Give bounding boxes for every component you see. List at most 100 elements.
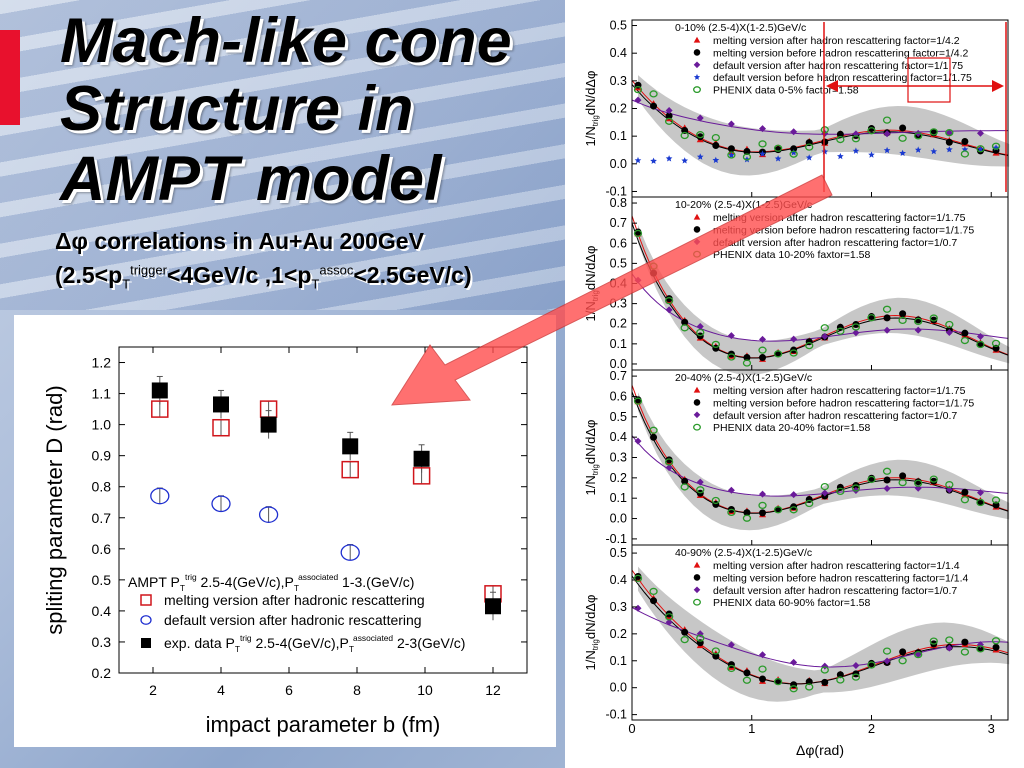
data-point xyxy=(867,313,875,321)
data-point xyxy=(836,487,845,496)
data-point xyxy=(727,664,736,673)
data-point xyxy=(945,644,953,652)
panel-header: 10-20% (2.5-4)X(1-2.5)GeV/c xyxy=(675,199,812,211)
data-point xyxy=(665,618,673,626)
data-point xyxy=(867,125,875,133)
data-point xyxy=(260,416,277,433)
data-point xyxy=(696,478,704,486)
legend-label: exp. data PTtrig 2.5-4(GeV/c),PTassociat… xyxy=(164,633,465,654)
data-point xyxy=(696,634,705,642)
fit-curve xyxy=(631,99,1008,135)
y-tick-label: 0.8 xyxy=(92,479,112,495)
data-point xyxy=(868,151,875,158)
data-point xyxy=(665,112,673,120)
fit-curve xyxy=(631,80,1009,156)
data-point xyxy=(650,433,658,441)
legend-label: PHENIX data 20-40% factor=1.58 xyxy=(713,422,870,434)
legend-label: default version after hadronic rescatter… xyxy=(164,612,422,628)
data-point xyxy=(213,396,229,413)
y-tick-label: 0.6 xyxy=(92,541,112,557)
systematic-band xyxy=(638,392,1010,531)
data-point xyxy=(852,661,860,669)
data-point xyxy=(759,509,767,517)
y-tick-label: 0.8 xyxy=(610,196,627,210)
legend-marker xyxy=(693,586,701,594)
x-tick-label: 2 xyxy=(149,682,157,698)
y-tick-label: 0.3 xyxy=(610,74,627,88)
x-tick-label: 6 xyxy=(285,682,293,698)
legend-label: PHENIX data 60-90% factor=1.58 xyxy=(713,597,870,609)
data-point xyxy=(634,437,642,445)
y-tick-label: 0.1 xyxy=(610,654,627,668)
data-point xyxy=(696,153,704,160)
data-point xyxy=(650,597,658,605)
data-point xyxy=(412,467,431,485)
data-point xyxy=(742,153,752,161)
legend-marker xyxy=(693,49,701,56)
panel-header: 0-10% (2.5-4)X(1-2.5)GeV/c xyxy=(675,22,806,34)
legend-marker xyxy=(693,561,701,568)
data-point xyxy=(634,572,642,580)
y-axis-label: 1/NtrigdN/dΔφ xyxy=(583,71,600,147)
data-point xyxy=(851,484,861,492)
y-tick-label: 0.0 xyxy=(610,681,627,695)
y-tick-label: 0.2 xyxy=(610,102,627,116)
y-tick-label: 0.6 xyxy=(610,236,627,250)
data-point xyxy=(696,131,705,139)
data-point xyxy=(805,499,814,508)
y-axis-label: spliting parameter D (rad) xyxy=(42,385,67,634)
y-tick-label: 0.3 xyxy=(610,600,627,614)
data-point xyxy=(867,661,876,669)
data-point xyxy=(212,418,230,437)
data-point xyxy=(727,641,735,649)
slide-title-line-1: Mach-like cone xyxy=(60,6,512,76)
data-point xyxy=(977,145,984,153)
legend-marker xyxy=(693,226,701,233)
legend-label: melting version before hadron rescatteri… xyxy=(713,224,974,236)
fit-curve xyxy=(631,385,1009,514)
data-point xyxy=(945,636,954,644)
legend-label: melting version before hadron rescatteri… xyxy=(713,397,974,409)
data-point xyxy=(727,486,735,494)
y-tick-label: 0.2 xyxy=(610,317,627,331)
legend-marker xyxy=(693,73,701,80)
data-point xyxy=(664,613,674,621)
data-point xyxy=(976,333,984,341)
data-point xyxy=(258,506,279,523)
data-point xyxy=(960,496,970,504)
y-tick-label: -0.1 xyxy=(605,532,627,546)
data-point xyxy=(712,141,720,149)
data-point xyxy=(790,149,797,156)
y-axis-label: 1/NtrigdN/dΔφ xyxy=(583,420,600,496)
y-tick-label: 0.5 xyxy=(610,410,627,424)
data-point xyxy=(867,127,876,135)
data-point xyxy=(712,156,720,164)
data-point xyxy=(680,483,689,491)
data-point xyxy=(960,336,970,345)
y-tick-label: 0.7 xyxy=(610,369,627,383)
y-tick-label: 0.0 xyxy=(610,157,627,171)
data-point xyxy=(634,604,642,612)
data-point xyxy=(790,128,798,136)
data-point xyxy=(758,140,767,148)
y-tick-label: 0.4 xyxy=(610,46,627,60)
data-point xyxy=(898,478,907,487)
legend-label: default version after hadron rescatterin… xyxy=(713,237,957,249)
red-accent-block xyxy=(0,30,20,125)
data-point xyxy=(681,477,689,485)
data-point xyxy=(711,647,720,655)
x-tick-label: 4 xyxy=(217,682,225,698)
y-tick-label: 0.2 xyxy=(610,471,627,485)
data-point xyxy=(696,133,704,141)
y-tick-label: 0.3 xyxy=(610,451,627,465)
data-point xyxy=(727,508,736,517)
data-point xyxy=(883,326,891,334)
slide-title-line-3: AMPT model xyxy=(60,144,442,214)
x-axis-label: impact parameter b (fm) xyxy=(206,712,441,737)
data-point xyxy=(976,645,985,653)
data-point xyxy=(759,125,767,133)
y-tick-label: 0.3 xyxy=(92,634,112,650)
data-point xyxy=(340,544,360,561)
legend-marker xyxy=(693,36,701,43)
data-point xyxy=(790,145,798,153)
